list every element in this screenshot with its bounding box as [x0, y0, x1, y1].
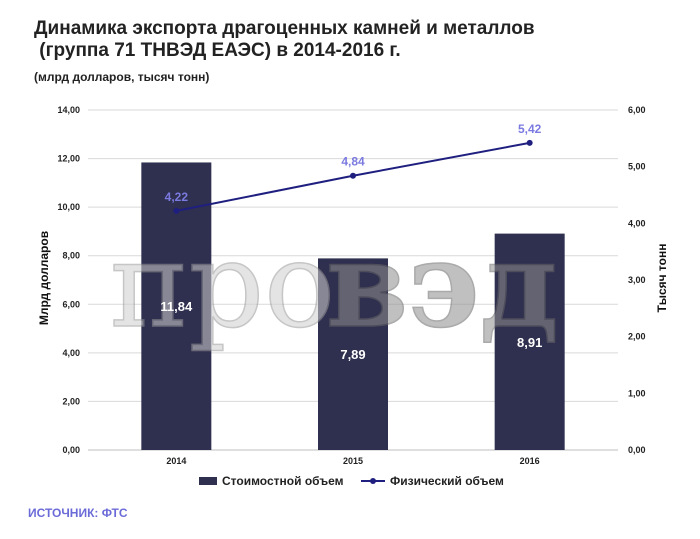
y-tick-label: 10,00	[57, 202, 80, 212]
bar	[318, 258, 388, 450]
x-axis-ticks: 2014 2015 2016	[166, 456, 539, 466]
line-data-label: 4,84	[341, 155, 365, 169]
legend-line-marker	[370, 478, 376, 484]
y-tick-label: 6,00	[62, 299, 80, 309]
y-tick-label: 14,00	[57, 105, 80, 115]
watermark-text-1: про	[110, 216, 335, 354]
y-axis-left-ticks: 0,00 2,00 4,00 6,00 8,00 10,00 12,00 14,00	[57, 105, 80, 455]
chart-subtitle: (млрд долларов, тысяч тонн)	[34, 70, 210, 84]
legend-bar-label: Стоимостной объем	[222, 474, 344, 488]
legend: Стоимостной объем Физический объем	[199, 474, 504, 488]
y-tick-label: 4,00	[62, 348, 80, 358]
bar	[494, 233, 565, 450]
y-tick-label: 2,00	[62, 396, 80, 406]
y2-tick-label: 2,00	[628, 332, 646, 342]
legend-bar-swatch	[199, 477, 217, 485]
chart-title-line2: (группа 71 ТНВЭД ЕАЭС) в 2014-2016 г.	[34, 40, 401, 61]
legend-line-label: Физический объем	[390, 474, 504, 488]
y2-tick-label: 0,00	[628, 445, 646, 455]
x-tick-label: 2014	[166, 456, 186, 466]
line-series: 4,22 4,84 5,42	[165, 122, 542, 214]
watermark-text-2: вэд	[326, 215, 559, 354]
y2-tick-label: 1,00	[628, 388, 646, 398]
bar-data-label: 7,89	[340, 347, 365, 362]
chart-title: Динамика экспорта драгоценных камней и м…	[34, 18, 535, 62]
y-tick-label: 12,00	[57, 154, 80, 164]
line-point	[173, 207, 180, 214]
bar-data-label: 8,91	[517, 335, 542, 350]
line-data-label: 4,22	[165, 190, 189, 204]
y2-tick-label: 5,00	[628, 162, 646, 172]
line-point	[350, 172, 356, 179]
x-tick-label: 2015	[343, 456, 363, 466]
chart-title-line1: Динамика экспорта драгоценных камней и м…	[34, 18, 535, 39]
bar-data-label: 11,84	[160, 299, 193, 314]
x-tick-label: 2016	[520, 456, 540, 466]
y2-tick-label: 3,00	[628, 275, 646, 285]
line-data-label: 5,42	[518, 122, 542, 136]
watermark: про вэд	[109, 214, 559, 355]
y-axis-right-ticks: 0,00 1,00 2,00 3,00 4,00 5,00 6,00	[628, 105, 646, 455]
y2-tick-label: 4,00	[628, 218, 646, 228]
y2-tick-label: 6,00	[628, 105, 646, 115]
y-tick-label: 0,00	[62, 445, 80, 455]
bar-labels: 11,84 7,89 8,91	[160, 299, 542, 362]
line-point	[526, 139, 533, 146]
source-note: ИСТОЧНИК: ФТС	[28, 506, 128, 520]
y-tick-label: 8,00	[62, 251, 80, 261]
y-axis-right-title: Тысяч тонн	[655, 244, 669, 313]
y-axis-left-title: Млрд долларов	[37, 231, 51, 325]
